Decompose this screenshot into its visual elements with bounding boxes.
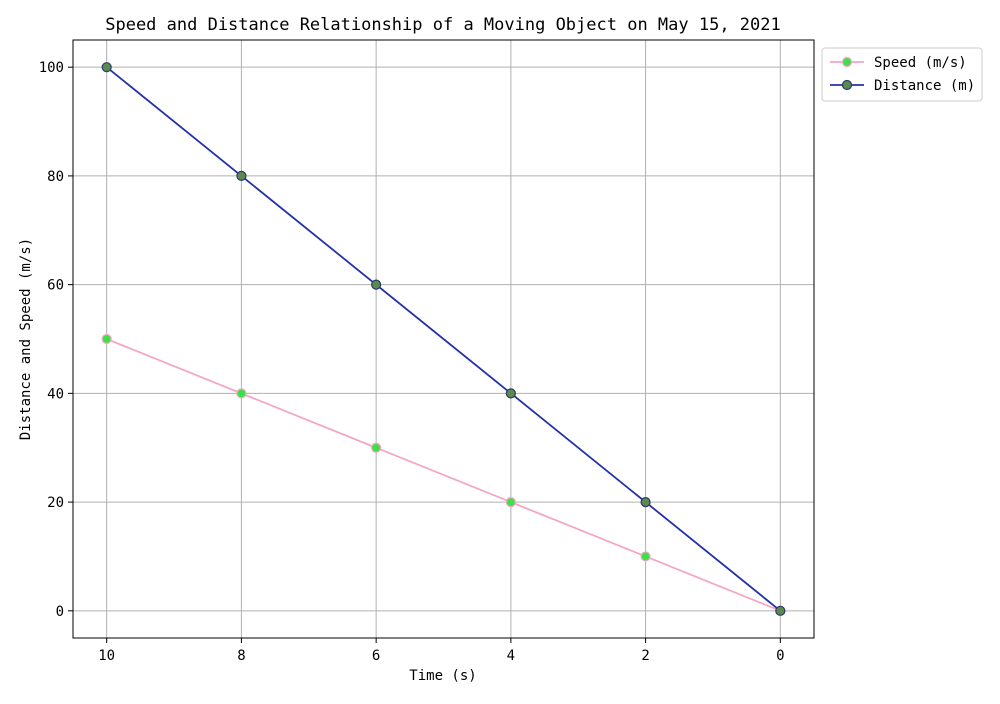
legend: Speed (m/s) Distance (m) xyxy=(821,47,983,102)
x-axis-label: Time (s) xyxy=(409,668,476,684)
legend-marker-1 xyxy=(841,56,853,68)
series-1-point xyxy=(371,442,382,453)
y-tick-label: 0 xyxy=(56,604,64,620)
y-tick-label: 20 xyxy=(47,495,64,511)
series-1-point xyxy=(236,388,247,399)
series-2-point xyxy=(101,62,112,73)
series-2-point xyxy=(640,496,651,508)
legend-label-2: Distance (m) xyxy=(874,78,975,94)
series-2-point xyxy=(775,605,786,616)
series-line-1 xyxy=(106,338,781,612)
y-tick-label: 40 xyxy=(47,386,64,402)
series-1-point xyxy=(101,333,112,345)
x-tick-label: 2 xyxy=(641,648,649,664)
series-2-point xyxy=(371,279,382,290)
series-1-point xyxy=(640,551,651,562)
grid-lines xyxy=(73,40,814,638)
y-axis-label: Distance and Speed (m/s) xyxy=(18,238,34,440)
x-tick-label: 6 xyxy=(372,648,380,664)
series-layer xyxy=(101,62,786,616)
chart-title: Speed and Distance Relationship of a Mov… xyxy=(105,15,781,35)
x-tick-label: 0 xyxy=(776,648,784,664)
legend-marker-2 xyxy=(841,79,853,91)
y-tick-label: 60 xyxy=(47,278,64,294)
legend-label-1: Speed (m/s) xyxy=(874,55,967,71)
x-tick-label: 8 xyxy=(237,648,245,664)
series-2-point xyxy=(236,170,247,182)
y-tick-label: 100 xyxy=(39,60,64,76)
series-line-2 xyxy=(106,66,781,612)
y-tick-label: 80 xyxy=(47,169,64,185)
x-tick-label: 10 xyxy=(98,648,115,664)
plot-area-frame xyxy=(72,39,815,639)
series-2-point xyxy=(505,388,516,399)
series-1-point xyxy=(505,496,516,508)
x-tick-label: 4 xyxy=(507,648,515,664)
